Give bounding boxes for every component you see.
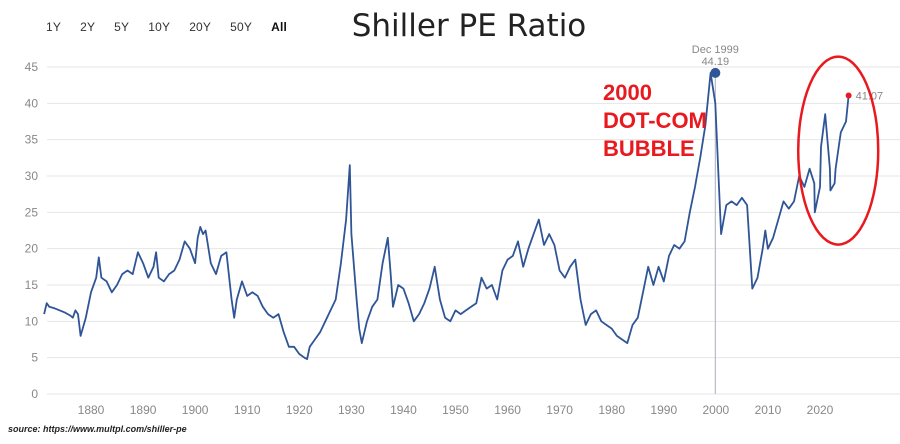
peak-point bbox=[710, 67, 721, 78]
y-tick-label: 10 bbox=[25, 314, 39, 328]
callout-text-line: DOT-COM bbox=[603, 108, 707, 133]
x-tick-label: 1980 bbox=[598, 403, 625, 417]
x-tick-label: 1970 bbox=[546, 403, 573, 417]
x-tick-label: 1940 bbox=[390, 403, 417, 417]
y-tick-label: 25 bbox=[25, 205, 39, 219]
x-tick-label: 1910 bbox=[234, 403, 261, 417]
range-tab-all[interactable]: All bbox=[271, 20, 288, 34]
x-tick-label: 1880 bbox=[78, 403, 105, 417]
chart-title: Shiller PE Ratio bbox=[351, 8, 587, 44]
last-value-point bbox=[845, 92, 852, 99]
x-tick-label: 1960 bbox=[494, 403, 521, 417]
range-tab-50y[interactable]: 50Y bbox=[230, 20, 253, 34]
peak-value-label: 44.19 bbox=[702, 56, 730, 68]
y-tick-label: 45 bbox=[25, 60, 39, 74]
callout-text-line: 2000 bbox=[603, 80, 652, 105]
range-tab-10y[interactable]: 10Y bbox=[148, 20, 171, 34]
x-tick-label: 1920 bbox=[286, 403, 313, 417]
y-tick-label: 30 bbox=[25, 169, 39, 183]
x-tick-label: 1900 bbox=[182, 403, 209, 417]
range-tab-20y[interactable]: 20Y bbox=[189, 20, 212, 34]
range-tab-2y[interactable]: 2Y bbox=[80, 20, 96, 34]
y-tick-label: 0 bbox=[31, 387, 38, 401]
x-tick-label: 1990 bbox=[650, 403, 677, 417]
x-tick-label: 2020 bbox=[807, 403, 834, 417]
range-tab-1y[interactable]: 1Y bbox=[46, 20, 62, 34]
y-tick-label: 35 bbox=[25, 133, 39, 147]
x-tick-label: 2010 bbox=[755, 403, 782, 417]
y-tick-label: 20 bbox=[25, 242, 39, 256]
x-tick-label: 2000 bbox=[703, 403, 730, 417]
x-tick-label: 1890 bbox=[130, 403, 157, 417]
y-tick-label: 40 bbox=[25, 96, 39, 110]
peak-date-label: Dec 1999 bbox=[692, 44, 739, 56]
range-tab-5y[interactable]: 5Y bbox=[114, 20, 130, 34]
last-value-label: 41.07 bbox=[856, 91, 884, 103]
highlight-ellipse bbox=[796, 55, 880, 246]
callout-text-line: BUBBLE bbox=[603, 136, 695, 161]
y-tick-label: 5 bbox=[31, 351, 38, 365]
series-line bbox=[43, 72, 850, 360]
y-tick-label: 15 bbox=[25, 278, 39, 292]
x-tick-label: 1950 bbox=[442, 403, 469, 417]
range-tabs: 1Y 2Y 5Y 10Y 20Y 50Y All bbox=[46, 20, 306, 34]
source-note: source: https://www.multpl.com/shiller-p… bbox=[8, 424, 187, 434]
x-tick-label: 1930 bbox=[338, 403, 365, 417]
